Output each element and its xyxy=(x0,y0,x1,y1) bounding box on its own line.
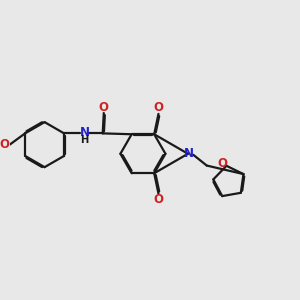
Text: O: O xyxy=(0,138,10,151)
Text: N: N xyxy=(80,126,89,139)
Text: H: H xyxy=(80,135,88,145)
Text: O: O xyxy=(154,193,164,206)
Text: N: N xyxy=(184,147,194,160)
Text: O: O xyxy=(217,157,227,170)
Text: O: O xyxy=(154,101,164,115)
Text: O: O xyxy=(99,101,109,114)
